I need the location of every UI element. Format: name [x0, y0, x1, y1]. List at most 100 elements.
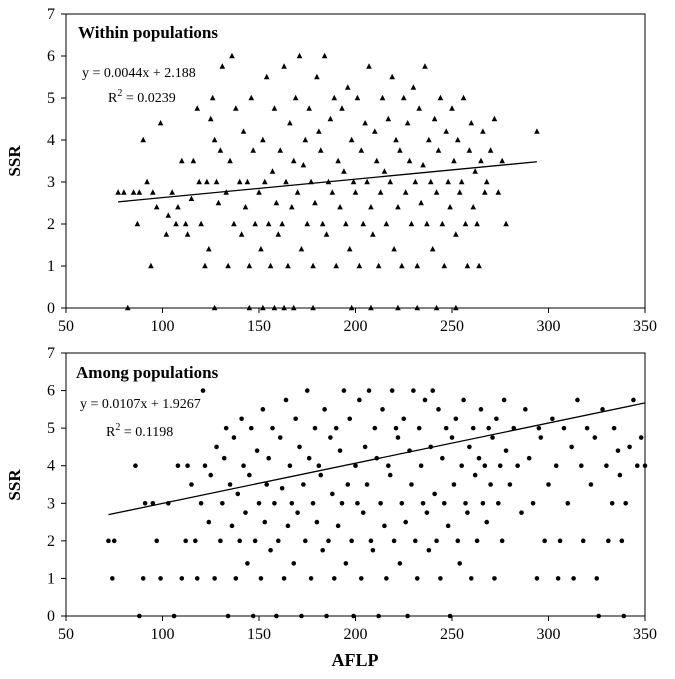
data-point: [631, 397, 636, 403]
data-point: [211, 304, 218, 311]
data-point: [298, 246, 305, 252]
y-tick-label: 7: [47, 345, 55, 362]
data-point: [283, 397, 289, 403]
data-point: [437, 94, 444, 101]
data-point: [435, 147, 442, 153]
data-point: [231, 435, 237, 440]
among-populations-panel: 50 100 150 200 250 300 350 0 1 2 3 4 5 6 7 Among popul…: [5, 345, 657, 670]
data-point: [316, 128, 322, 134]
data-point: [263, 73, 270, 80]
data-point: [393, 136, 399, 143]
data-point: [157, 120, 164, 126]
data-point: [277, 435, 283, 440]
data-point: [494, 416, 499, 422]
data-point: [121, 189, 127, 195]
data-point: [211, 136, 218, 143]
r-squared-prefix: R: [106, 425, 116, 440]
data-point: [355, 500, 360, 506]
data-point: [555, 576, 561, 581]
data-point: [310, 262, 316, 269]
data-point: [575, 397, 580, 403]
x-tick-label: 100: [151, 626, 175, 643]
data-point: [335, 157, 341, 164]
data-point: [606, 538, 611, 544]
data-points: [106, 388, 648, 619]
data-point: [382, 523, 387, 529]
data-point: [418, 463, 424, 469]
data-point: [345, 482, 351, 487]
data-point: [596, 613, 601, 619]
data-point: [182, 220, 189, 227]
data-point: [438, 576, 443, 581]
data-point: [326, 538, 331, 544]
data-point: [431, 115, 438, 122]
data-point: [501, 397, 507, 403]
data-point: [190, 157, 197, 164]
data-point: [389, 73, 395, 80]
data-point: [250, 147, 257, 153]
data-point: [451, 157, 457, 164]
data-point: [410, 84, 417, 90]
data-point: [194, 576, 200, 581]
data-point: [399, 500, 405, 506]
data-point: [341, 388, 347, 393]
data-point: [600, 407, 605, 412]
data-point: [225, 613, 231, 619]
data-point: [252, 220, 258, 227]
data-point: [413, 538, 418, 544]
data-point: [258, 246, 264, 252]
data-point: [106, 538, 111, 544]
data-point: [391, 538, 397, 544]
r-squared-label: R2 = 0.1198: [106, 422, 173, 440]
data-point: [615, 448, 621, 453]
data-point: [463, 500, 468, 506]
data-point: [360, 510, 366, 515]
data-point: [206, 246, 212, 252]
data-point: [487, 147, 494, 153]
data-point: [169, 189, 175, 195]
data-point: [306, 105, 312, 111]
data-point: [238, 231, 245, 237]
data-point: [404, 120, 411, 126]
data-point: [409, 482, 414, 487]
data-point: [480, 128, 486, 134]
data-point: [619, 538, 625, 544]
data-point: [472, 168, 478, 174]
y-tick-label: 5: [47, 420, 55, 437]
data-point: [254, 448, 260, 453]
data-point: [395, 435, 401, 440]
y-tick-label: 0: [47, 608, 55, 625]
data-point: [550, 416, 555, 422]
data-point: [372, 128, 378, 134]
data-point: [476, 455, 482, 461]
data-point: [408, 220, 415, 227]
data-point: [569, 444, 574, 450]
x-tick-label: 300: [537, 626, 561, 643]
data-point: [350, 178, 357, 185]
panel-title: Among populations: [76, 363, 219, 382]
data-point: [416, 105, 422, 111]
data-point: [449, 435, 455, 440]
data-point: [366, 63, 372, 69]
data-point: [455, 538, 461, 544]
data-point: [271, 304, 278, 311]
data-point: [472, 472, 478, 478]
data-point: [333, 425, 339, 431]
data-point: [323, 231, 330, 237]
data-point: [267, 262, 274, 269]
data-point: [354, 94, 361, 101]
data-point: [484, 519, 490, 525]
data-point: [422, 397, 428, 403]
data-point: [466, 147, 473, 153]
data-point: [470, 425, 476, 431]
data-point: [140, 576, 146, 581]
data-point: [406, 157, 413, 164]
data-point: [378, 500, 383, 506]
data-point: [368, 304, 374, 311]
data-point: [592, 435, 598, 440]
data-point: [474, 538, 480, 544]
data-point: [148, 262, 154, 269]
data-point: [301, 482, 306, 487]
data-point: [300, 162, 307, 168]
